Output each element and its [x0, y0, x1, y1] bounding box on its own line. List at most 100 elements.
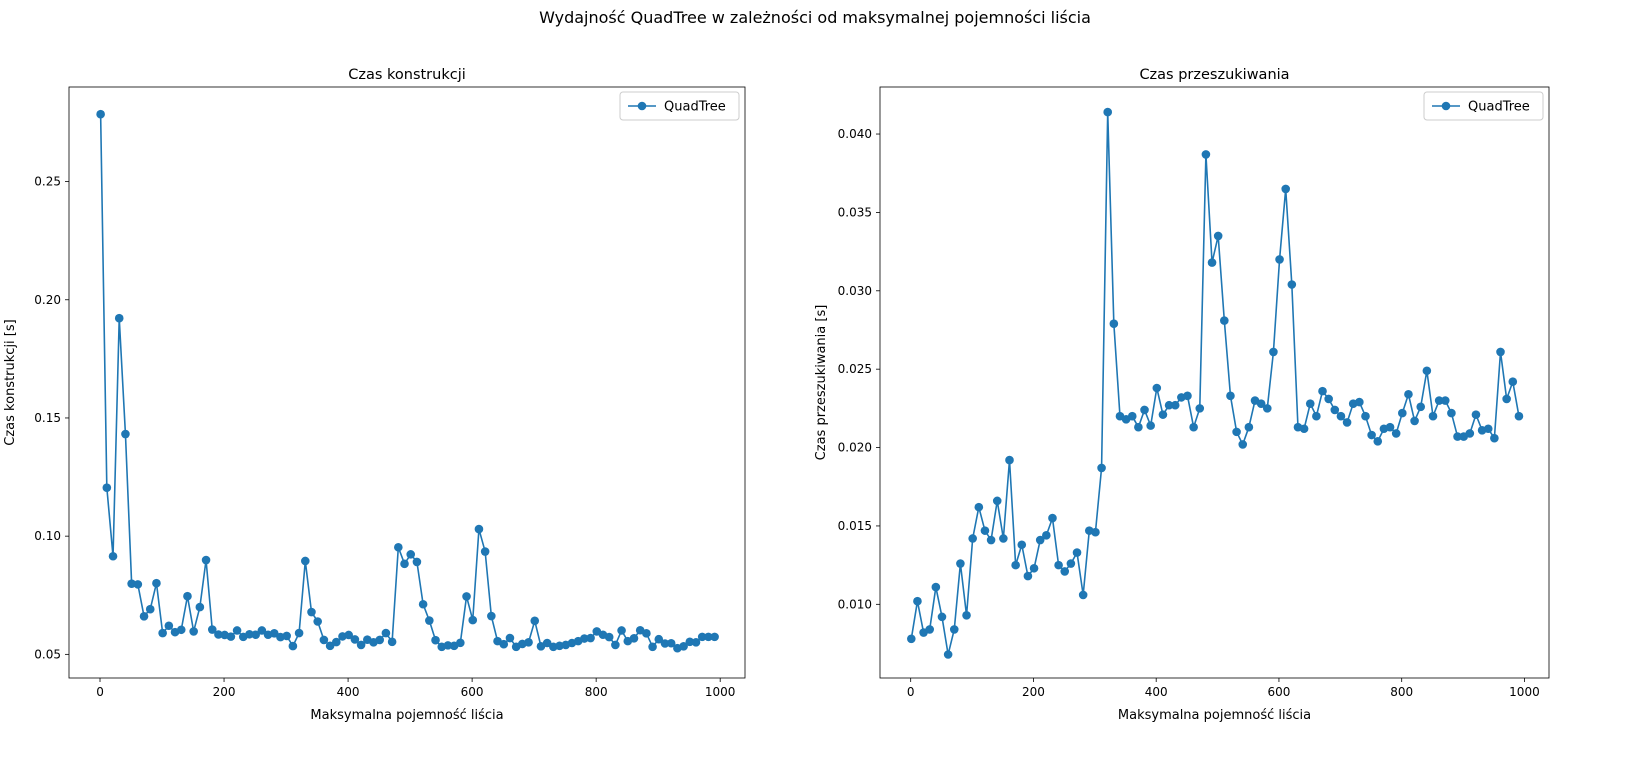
data-point [121, 429, 130, 439]
data-point [1226, 391, 1235, 401]
data-point [980, 526, 990, 535]
data-point [1471, 410, 1481, 419]
data-point [679, 642, 688, 651]
y-tick-label: 0.20 [34, 293, 61, 307]
y-tick-label: 0.015 [838, 519, 872, 533]
data-point [542, 638, 552, 648]
legend-box [619, 91, 740, 121]
data-point [1011, 560, 1020, 570]
data-point [642, 629, 651, 638]
data-point [1207, 258, 1217, 267]
data-point [431, 635, 440, 645]
data-point [1103, 107, 1113, 117]
data-point [1483, 424, 1493, 434]
chart-title: Czas przeszukiwania [1139, 67, 1289, 83]
data-point [152, 578, 161, 588]
data-point [189, 627, 198, 636]
data-point [685, 637, 695, 647]
data-point [319, 635, 329, 645]
data-point [375, 635, 385, 645]
data-point [1367, 430, 1376, 440]
data-point [201, 555, 211, 565]
data-point [1318, 386, 1327, 396]
data-point [629, 633, 639, 643]
legend-marker-swatch [637, 101, 647, 111]
data-point [1440, 396, 1450, 405]
x-tick-label: 1000 [1509, 685, 1540, 699]
data-point [1312, 411, 1321, 421]
data-point [505, 633, 515, 643]
data-point [1201, 150, 1211, 159]
data-point [1447, 408, 1456, 418]
data-point [1127, 411, 1137, 421]
data-point [1287, 280, 1297, 289]
data-point [1385, 422, 1395, 432]
data-point [356, 640, 366, 650]
data-point [1017, 540, 1027, 550]
data-point [974, 502, 984, 512]
data-point [456, 638, 465, 648]
data-point [176, 625, 186, 635]
data-point [1066, 559, 1076, 568]
data-point [394, 542, 403, 552]
data-point [114, 313, 124, 323]
data-point [691, 638, 701, 647]
data-point [158, 628, 167, 638]
data-point [654, 634, 664, 644]
data-point [907, 634, 916, 644]
construction-time-chart: 0 200 400 600 800 1000 0.05 0.10 0.15 0.20 0.25 Cza… [3, 67, 746, 723]
data-point [468, 615, 478, 625]
data-point [1391, 429, 1401, 438]
x-tick-label: 400 [337, 685, 360, 699]
data-point [96, 109, 105, 119]
data-point [226, 632, 236, 641]
data-point [530, 616, 540, 626]
series-line [910, 111, 1520, 656]
data-point [1502, 394, 1511, 404]
data-point [1232, 427, 1241, 437]
data-point [294, 628, 304, 638]
data-point [986, 535, 996, 545]
data-point [660, 639, 670, 648]
y-tick-label: 0.10 [34, 529, 61, 543]
data-point [1109, 319, 1119, 329]
data-point [288, 641, 298, 651]
data-point [1262, 404, 1272, 413]
data-point [524, 638, 533, 647]
data-point [913, 596, 922, 606]
data-point [300, 556, 310, 566]
data-point [666, 638, 676, 648]
data-point [1410, 416, 1419, 426]
data-point [245, 629, 254, 639]
y-tick-label: 0.15 [34, 411, 61, 425]
data-point [1072, 548, 1082, 557]
data-point [1398, 408, 1407, 418]
data-point [1152, 383, 1162, 393]
data-point [1048, 513, 1057, 523]
data-point [1158, 410, 1168, 419]
data-point [332, 637, 341, 647]
data-point [102, 483, 112, 493]
x-tick-label: 1000 [705, 685, 736, 699]
data-point [381, 628, 391, 638]
data-point [1514, 411, 1524, 421]
legend-label: QuadTree [664, 100, 726, 115]
data-point [487, 611, 496, 621]
x-tick-label: 800 [585, 685, 608, 699]
data-point [1078, 590, 1088, 600]
data-point [1238, 440, 1248, 449]
data-point [1035, 535, 1045, 545]
data-point [1220, 316, 1229, 325]
y-tick-label: 0.035 [838, 205, 872, 219]
data-point [406, 550, 416, 559]
data-point [1428, 411, 1438, 421]
data-point [1281, 184, 1290, 194]
data-point [1091, 527, 1100, 537]
data-point [1496, 347, 1505, 357]
data-point [931, 582, 941, 592]
data-point [1453, 432, 1462, 441]
data-point [962, 610, 971, 620]
y-tick-label: 0.020 [838, 441, 872, 455]
figure-suptitle: Wydajność QuadTree w zależności od maksy… [539, 8, 1091, 27]
data-point [1275, 255, 1284, 264]
